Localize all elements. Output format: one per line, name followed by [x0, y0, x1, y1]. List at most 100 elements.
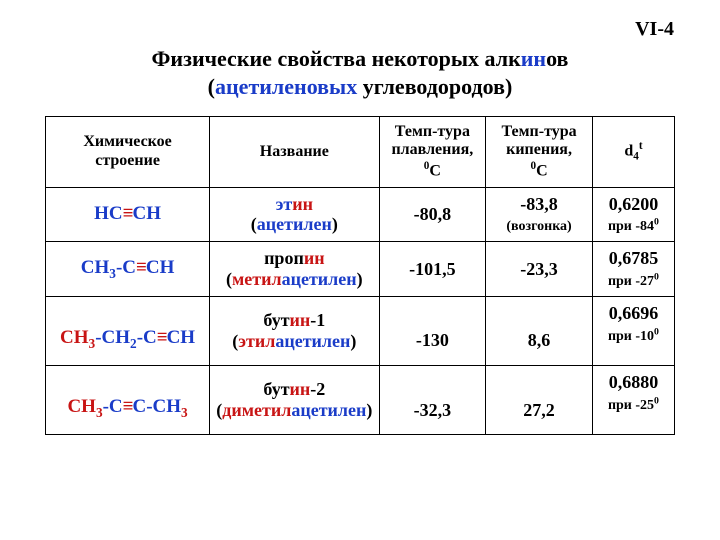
- title-line1-a: Физические свойства некоторых алк: [152, 46, 521, 71]
- cell-boil: 8,6: [486, 297, 593, 366]
- cell-density: 0,6880 при -250: [592, 366, 674, 435]
- n: ): [350, 331, 356, 351]
- cell-structure: CH3-C≡CH: [46, 242, 210, 297]
- f: ≡: [123, 203, 133, 224]
- f: 3: [109, 266, 116, 281]
- title-line1-b: ин: [521, 46, 546, 71]
- page-label: VI-4: [40, 18, 674, 41]
- v: 0: [654, 326, 659, 337]
- n: ацетилен: [257, 214, 332, 234]
- cell-boil: -83,8 (возгонка): [486, 187, 593, 242]
- n: ин: [290, 379, 311, 399]
- th-density: d4t: [592, 117, 674, 188]
- th-density-t: t: [639, 140, 643, 152]
- f: ≡: [157, 327, 167, 348]
- f: -C: [103, 396, 123, 417]
- f: 3: [96, 405, 103, 420]
- cell-melt: -130: [379, 297, 486, 366]
- cell-melt: -101,5: [379, 242, 486, 297]
- table-row: CH3-C≡CH пропин (метилацетилен) -101,5 -…: [46, 242, 675, 297]
- title-line1-c: ов: [546, 46, 568, 71]
- n: ин: [290, 310, 311, 330]
- n: бут: [263, 379, 289, 399]
- n: ацетилен: [275, 331, 350, 351]
- f: CH: [81, 257, 110, 278]
- f: CH: [167, 327, 196, 348]
- n: бут: [263, 310, 289, 330]
- f: -C: [137, 327, 157, 348]
- v: 0,6785: [609, 248, 659, 268]
- cell-density: 0,6785 при -270: [592, 242, 674, 297]
- f: HC: [94, 203, 123, 224]
- v: при -10: [608, 329, 654, 344]
- th-melting-l1: Темп-тура: [395, 123, 470, 140]
- n: ин: [304, 248, 325, 268]
- th-name: Название: [210, 117, 379, 188]
- n: диметил: [222, 400, 291, 420]
- f: 2: [130, 336, 137, 351]
- title-line2-b: ацетиленовых: [215, 74, 357, 99]
- table-row: CH3-CH2-C≡CH бутин-1 (этилацетилен) -130…: [46, 297, 675, 366]
- v: 0: [654, 217, 659, 228]
- properties-table: Химическое строение Название Темп-тура п…: [45, 116, 675, 435]
- th-structure-l2: строение: [95, 152, 160, 169]
- th-boiling: Темп-тура кипения, 0C: [486, 117, 593, 188]
- v: 0: [654, 395, 659, 406]
- cell-name: бутин-2 (диметилацетилен): [210, 366, 379, 435]
- th-density-4: 4: [633, 151, 639, 163]
- th-density-d: d: [624, 142, 633, 159]
- th-structure: Химическое строение: [46, 117, 210, 188]
- f: -CH: [95, 327, 130, 348]
- cell-melt: -80,8: [379, 187, 486, 242]
- n: ): [366, 400, 372, 420]
- f: ≡: [123, 396, 133, 417]
- v: 0,6200: [609, 194, 659, 214]
- th-boiling-l1: Темп-тура: [501, 123, 576, 140]
- th-melting-deg: C: [429, 162, 441, 179]
- cell-name: бутин-1 (этилацетилен): [210, 297, 379, 366]
- page: VI-4 Физические свойства некоторых алкин…: [0, 0, 720, 540]
- table-header-row: Химическое строение Название Темп-тура п…: [46, 117, 675, 188]
- cell-structure: CH3-C≡C-CH3: [46, 366, 210, 435]
- v: (возгонка): [506, 219, 571, 234]
- v: при -84: [608, 219, 654, 234]
- f: -C: [116, 257, 136, 278]
- th-melting-l2: плавления,: [391, 141, 473, 158]
- v: 0: [654, 271, 659, 282]
- title-line2-a: (: [208, 74, 215, 99]
- f: CH: [67, 396, 96, 417]
- cell-name: этин (ацетилен): [210, 187, 379, 242]
- table-row: HC≡CH этин (ацетилен) -80,8 -83,8 (возго…: [46, 187, 675, 242]
- n: -2: [310, 379, 325, 399]
- cell-boil: 27,2: [486, 366, 593, 435]
- th-boiling-deg: C: [536, 162, 548, 179]
- f: CH: [60, 327, 89, 348]
- cell-density: 0,6200 при -840: [592, 187, 674, 242]
- title-line2-c: углеводородов): [357, 74, 512, 99]
- cell-melt: -32,3: [379, 366, 486, 435]
- n: этил: [238, 331, 275, 351]
- n: ацетилен: [291, 400, 366, 420]
- f: ≡: [136, 257, 146, 278]
- f: CH: [132, 203, 161, 224]
- cell-structure: HC≡CH: [46, 187, 210, 242]
- v: -83,8: [520, 194, 558, 214]
- v: при -25: [608, 398, 654, 413]
- th-melting: Темп-тура плавления, 0C: [379, 117, 486, 188]
- n: проп: [264, 248, 304, 268]
- cell-boil: -23,3: [486, 242, 593, 297]
- page-title: Физические свойства некоторых алкинов (а…: [40, 45, 680, 100]
- n: ин: [292, 194, 313, 214]
- f: 3: [181, 405, 188, 420]
- n: ацетилен: [282, 269, 357, 289]
- n: ): [332, 214, 338, 234]
- th-boiling-l2: кипения,: [506, 141, 572, 158]
- th-structure-l1: Химическое: [83, 133, 171, 150]
- v: 0,6696: [609, 303, 659, 323]
- f: CH: [146, 257, 175, 278]
- table-row: CH3-C≡C-CH3 бутин-2 (диметилацетилен) -3…: [46, 366, 675, 435]
- v: 0,6880: [609, 372, 659, 392]
- v: при -27: [608, 274, 654, 289]
- n: -1: [310, 310, 325, 330]
- cell-density: 0,6696 при -100: [592, 297, 674, 366]
